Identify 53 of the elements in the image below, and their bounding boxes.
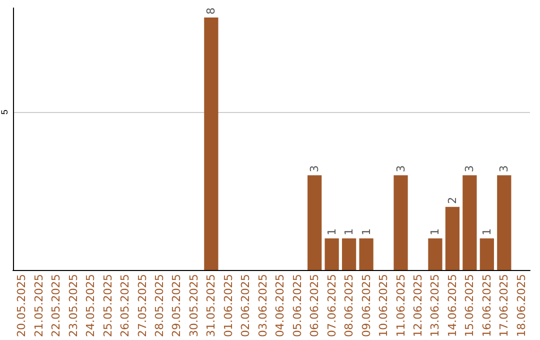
x-tick-label: 16.06.2025 bbox=[480, 274, 494, 337]
data-label: 1 bbox=[360, 228, 373, 236]
x-tick-label: 30.05.2025 bbox=[187, 274, 200, 337]
y-tick-label: 5 bbox=[0, 110, 10, 115]
data-label: 8 bbox=[204, 7, 218, 14]
bar bbox=[324, 238, 339, 270]
data-label: 2 bbox=[446, 196, 459, 204]
data-label: 3 bbox=[498, 165, 511, 172]
data-label: 3 bbox=[308, 165, 322, 172]
x-tick-label: 13.06.2025 bbox=[428, 274, 442, 337]
x-tick-label: 25.05.2025 bbox=[101, 274, 114, 337]
bar bbox=[359, 238, 374, 270]
bar bbox=[497, 175, 512, 270]
x-tick-label: 26.05.2025 bbox=[118, 274, 132, 337]
x-tick-label: 12.06.2025 bbox=[411, 274, 424, 337]
x-tick-label: 20.05.2025 bbox=[15, 274, 28, 337]
data-label: 1 bbox=[342, 228, 356, 236]
x-tick-label: 31.05.2025 bbox=[204, 274, 218, 337]
x-tick-label: 02.06.2025 bbox=[239, 274, 252, 337]
x-tick-label: 09.06.2025 bbox=[360, 274, 373, 337]
x-tick-label: 21.05.2025 bbox=[32, 274, 46, 337]
x-tick-label: 28.05.2025 bbox=[152, 274, 166, 337]
x-tick-label: 04.06.2025 bbox=[274, 274, 287, 337]
x-tick-label: 17.06.2025 bbox=[498, 274, 511, 337]
x-tick-label: 15.06.2025 bbox=[463, 274, 476, 337]
x-tick-label: 05.06.2025 bbox=[290, 274, 304, 337]
data-label: 1 bbox=[325, 228, 338, 236]
x-tick-label: 22.05.2025 bbox=[50, 274, 63, 337]
data-label: 1 bbox=[428, 228, 442, 236]
x-tick-label: 08.06.2025 bbox=[342, 274, 356, 337]
bar bbox=[462, 175, 477, 270]
data-label: 3 bbox=[463, 165, 476, 172]
bar bbox=[342, 238, 356, 270]
bar bbox=[480, 238, 494, 270]
x-tick-label: 29.05.2025 bbox=[170, 274, 184, 337]
bar bbox=[204, 17, 218, 270]
x-tick-label: 11.06.2025 bbox=[394, 274, 408, 337]
x-tick-label: 27.05.2025 bbox=[136, 274, 149, 337]
x-tick-label: 06.06.2025 bbox=[308, 274, 322, 337]
x-tick-label: 18.06.2025 bbox=[514, 274, 528, 337]
x-tick-label: 24.05.2025 bbox=[84, 274, 98, 337]
bar bbox=[445, 206, 460, 270]
x-tick-label: 03.06.2025 bbox=[256, 274, 270, 337]
data-label: 1 bbox=[480, 228, 494, 236]
bar bbox=[428, 238, 442, 270]
x-tick-label: 10.06.2025 bbox=[377, 274, 390, 337]
bar bbox=[308, 175, 322, 270]
x-tick-label: 07.06.2025 bbox=[325, 274, 338, 337]
data-label: 3 bbox=[394, 165, 408, 172]
x-tick-label: 01.06.2025 bbox=[222, 274, 235, 337]
x-tick-label: 23.05.2025 bbox=[66, 274, 80, 337]
bar bbox=[394, 175, 408, 270]
x-tick-label: 14.06.2025 bbox=[446, 274, 459, 337]
